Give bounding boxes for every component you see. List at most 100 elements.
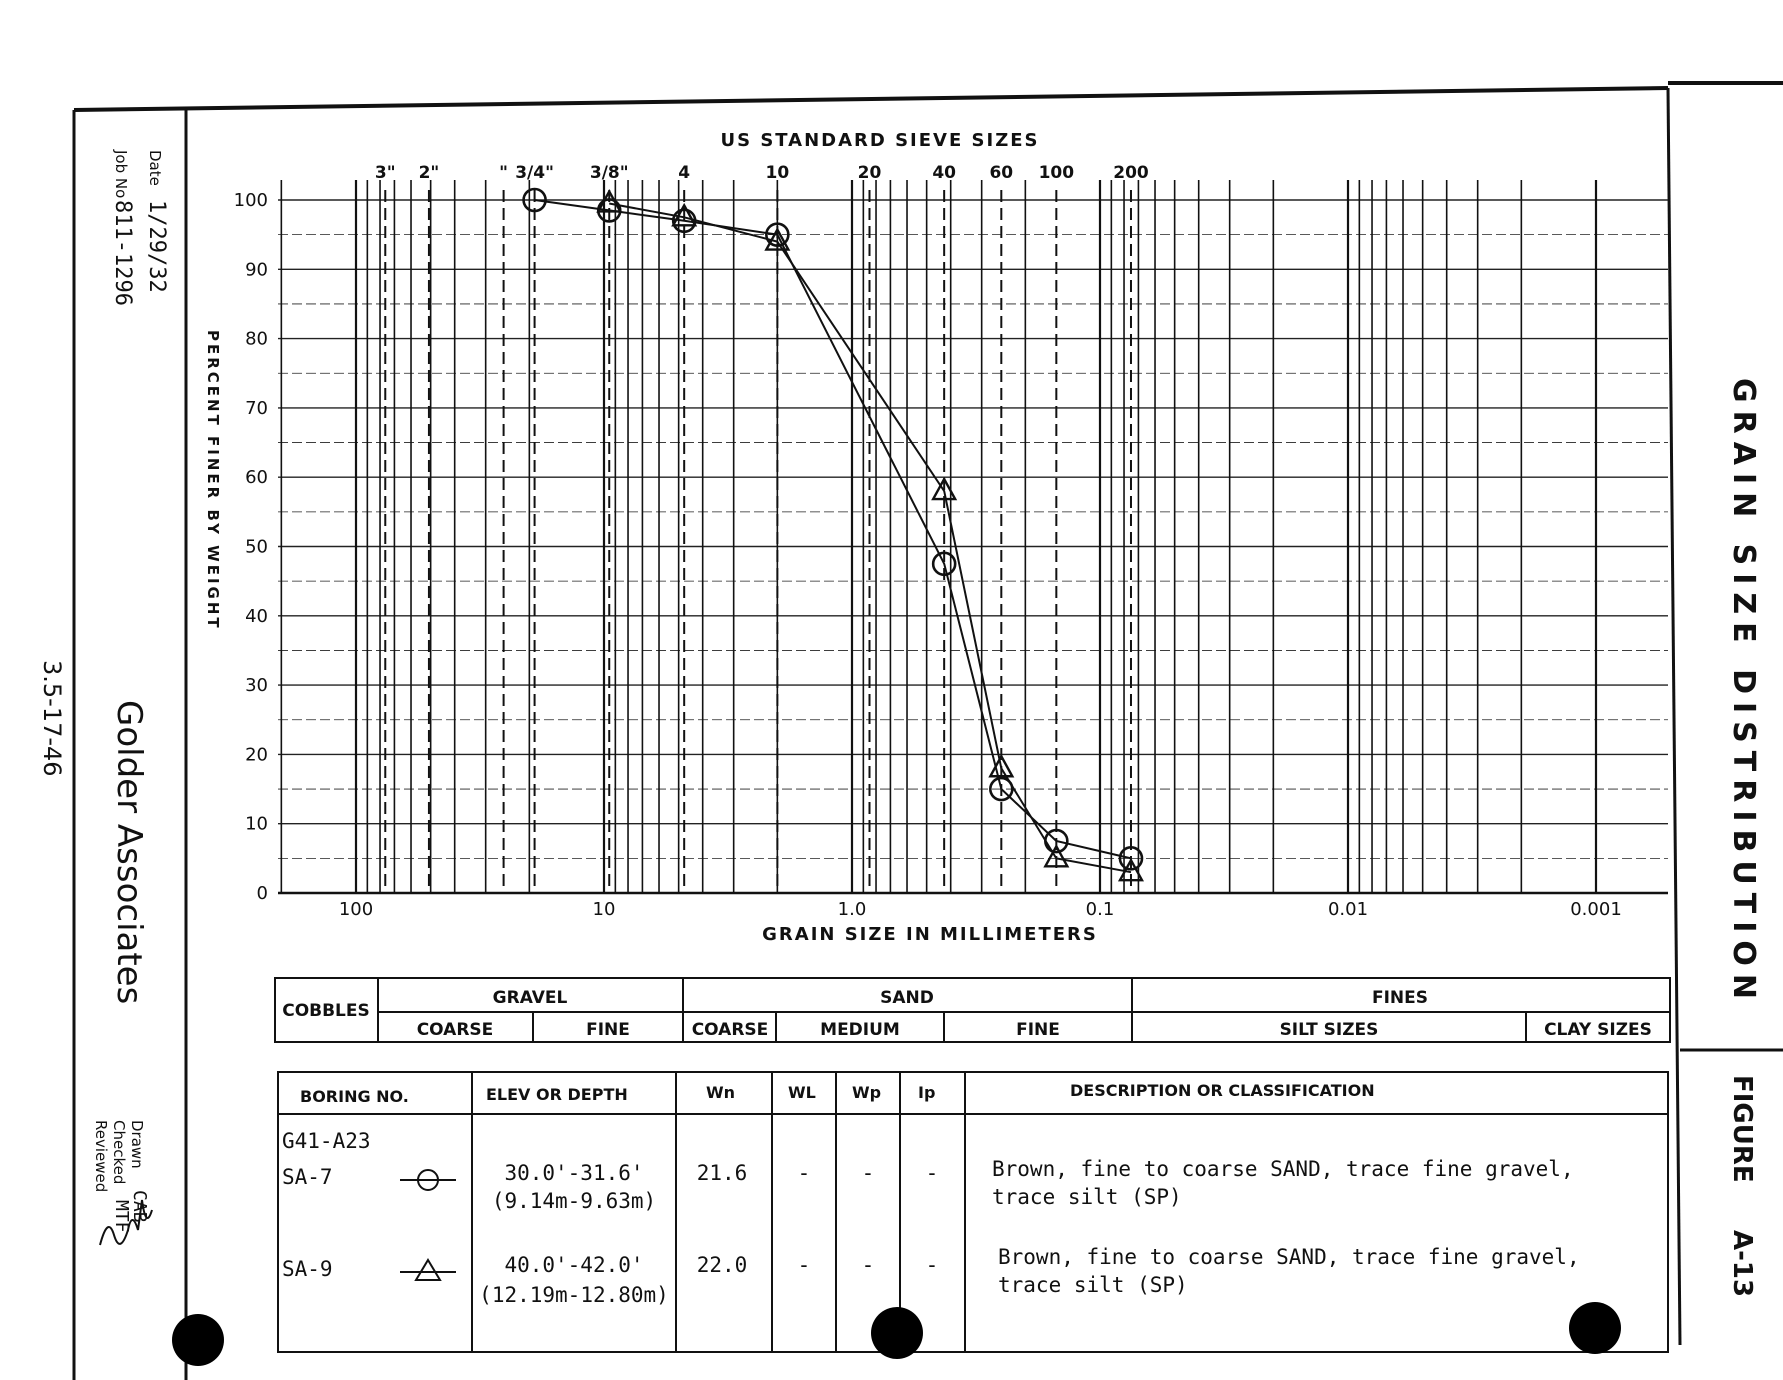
ip-value: - xyxy=(926,1161,939,1185)
company-name: Golder Associates xyxy=(109,700,149,1004)
figure-number: A-13 xyxy=(1727,1230,1757,1297)
y-tick-label: 10 xyxy=(245,814,268,835)
sieve-label: " xyxy=(499,163,508,183)
job-label: Job No xyxy=(112,149,130,198)
series-line-sa-9 xyxy=(609,202,1132,874)
header-wp: Wp xyxy=(852,1083,881,1102)
checked-label: Checked xyxy=(110,1120,128,1184)
sieve-label: 200 xyxy=(1113,163,1149,183)
reviewer-signature xyxy=(99,1199,153,1246)
depth-ft: 40.0'-42.0' xyxy=(504,1253,643,1277)
y-axis-label: PERCENT FINER BY WEIGHT xyxy=(204,330,222,631)
y-tick-label: 100 xyxy=(234,190,268,211)
y-tick-label: 0 xyxy=(257,883,268,904)
boring-id: G41-A23 xyxy=(282,1129,371,1153)
y-tick-label: 70 xyxy=(245,398,268,419)
punch-hole xyxy=(1569,1302,1621,1354)
grid xyxy=(278,180,1668,895)
soil-classification-band: COBBLES GRAVEL COARSE FINE SAND COARSE M… xyxy=(274,977,1671,1043)
description-line-2: trace silt (SP) xyxy=(998,1273,1188,1297)
x-tick-label: 1.0 xyxy=(838,899,867,920)
y-tick-label: 50 xyxy=(245,537,268,558)
header-description: DESCRIPTION OR CLASSIFICATION xyxy=(1070,1081,1375,1100)
gravel-coarse-label: COARSE xyxy=(417,1020,494,1040)
reviewed-label: Reviewed xyxy=(92,1120,110,1192)
data-point-circle xyxy=(522,187,547,213)
sand-label: SAND xyxy=(880,988,934,1008)
header-wl: WL xyxy=(788,1083,816,1102)
header-wn: Wn xyxy=(706,1083,735,1102)
sand-medium-label: MEDIUM xyxy=(820,1020,900,1040)
data-point-triangle xyxy=(988,753,1015,778)
figure-label: FIGURE xyxy=(1727,1075,1757,1183)
sieve-label: 3/8" xyxy=(590,163,629,183)
date-label: Date xyxy=(146,150,164,186)
sheet-frame xyxy=(72,81,1783,1380)
data-point-circle xyxy=(989,776,1014,802)
tick-labels: 0 10 20 30 40 50 60 70 80 90 100 100 10 1.0 0.1 0.01 0.0… xyxy=(234,190,1622,920)
x-tick-label: 100 xyxy=(339,899,373,920)
x-tick-label: 0.001 xyxy=(1570,899,1622,920)
depth-m: (9.14m-9.63m) xyxy=(492,1189,656,1213)
sieve-label: 60 xyxy=(989,163,1013,183)
boring-table: BORING NO. ELEV OR DEPTH Wn WL Wp Ip DES… xyxy=(277,1071,1669,1353)
silt-label: SILT SIZES xyxy=(1280,1020,1379,1040)
gravel-fine-label: FINE xyxy=(586,1020,630,1040)
cobbles-label: COBBLES xyxy=(282,1001,370,1021)
data-point-circle xyxy=(931,551,957,577)
y-tick-label: 30 xyxy=(245,675,268,696)
description-line-2: trace silt (SP) xyxy=(992,1185,1182,1209)
drawn-label: Drawn xyxy=(128,1120,146,1169)
data-point-circle xyxy=(1118,846,1144,871)
side-title: GRAIN SIZE DISTRIBUTION xyxy=(1726,378,1761,1007)
data-series xyxy=(522,187,1145,882)
checked-value: MTF xyxy=(111,1200,132,1233)
sample-id: SA-9 xyxy=(282,1257,333,1281)
data-point-triangle xyxy=(1043,843,1070,868)
sand-coarse-label: COARSE xyxy=(692,1020,769,1040)
sand-fine-label: FINE xyxy=(1016,1020,1060,1040)
date-block: Date 1/29/32 Job No 811-1296 xyxy=(110,149,169,306)
x-tick-label: 0.01 xyxy=(1328,899,1368,920)
x-tick-label: 0.1 xyxy=(1086,899,1115,920)
table-row: SA-7 30.0'-31.6' (9.14m-9.63m) 21.6 - - … xyxy=(282,1157,1574,1213)
depth-ft: 30.0'-31.6' xyxy=(504,1161,643,1185)
sieve-label: 4 xyxy=(678,163,690,183)
grain-size-chart: US STANDARD SIEVE SIZES GRAIN SIZE IN MI… xyxy=(204,130,1668,945)
sieve-label: 40 xyxy=(932,163,956,183)
x-axis-label: GRAIN SIZE IN MILLIMETERS xyxy=(762,924,1098,945)
x-tick-label: 10 xyxy=(593,899,616,920)
page-reference: 3.5-17-46 xyxy=(38,660,66,777)
clay-label: CLAY SIZES xyxy=(1544,1020,1652,1040)
wp-value: - xyxy=(862,1253,875,1277)
sieve-label: 3" xyxy=(375,163,396,183)
sieve-label: 20 xyxy=(858,163,882,183)
data-point-triangle xyxy=(764,227,791,251)
wn-value: 22.0 xyxy=(697,1253,748,1277)
data-point-triangle xyxy=(931,476,958,501)
gravel-label: GRAVEL xyxy=(493,988,568,1008)
sample-id: SA-7 xyxy=(282,1165,333,1189)
sieve-label: 100 xyxy=(1039,163,1075,183)
series-line-sa-7 xyxy=(534,199,1132,860)
description-line-1: Brown, fine to coarse SAND, trace fine g… xyxy=(992,1157,1574,1181)
fines-label: FINES xyxy=(1372,988,1428,1008)
description-line-1: Brown, fine to coarse SAND, trace fine g… xyxy=(998,1245,1580,1269)
data-point-triangle xyxy=(596,188,623,213)
header-ip: Ip xyxy=(918,1083,935,1102)
header-boring: BORING NO. xyxy=(300,1087,409,1106)
punch-hole xyxy=(871,1307,923,1359)
data-point-triangle xyxy=(1117,857,1145,882)
sieve-label: 3/4" xyxy=(515,163,554,183)
y-tick-label: 20 xyxy=(245,744,268,765)
y-tick-label: 40 xyxy=(245,606,268,627)
sieve-label: 2" xyxy=(419,163,440,183)
wp-value: - xyxy=(862,1161,875,1185)
wn-value: 21.6 xyxy=(697,1161,748,1185)
y-tick-label: 80 xyxy=(245,329,268,350)
chart-title: US STANDARD SIEVE SIZES xyxy=(720,130,1039,151)
data-point-circle xyxy=(765,222,790,247)
job-value: 811-1296 xyxy=(110,200,135,306)
y-tick-label: 60 xyxy=(245,467,268,488)
